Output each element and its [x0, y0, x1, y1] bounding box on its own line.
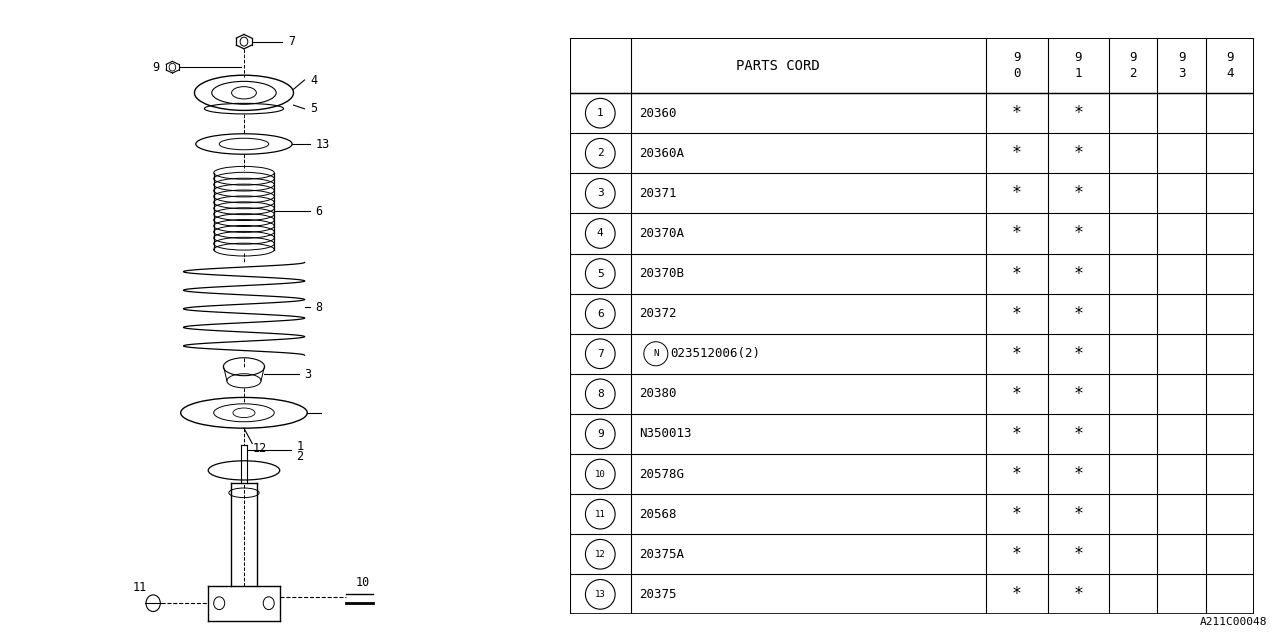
Text: 3: 3 [1178, 67, 1185, 81]
Text: *: * [1074, 264, 1083, 283]
Text: 20370A: 20370A [639, 227, 684, 240]
Text: *: * [1012, 184, 1021, 202]
Text: *: * [1074, 144, 1083, 163]
Text: *: * [1012, 545, 1021, 563]
Text: *: * [1074, 345, 1083, 363]
Text: 12: 12 [252, 442, 266, 454]
Text: 9: 9 [1178, 51, 1185, 64]
Text: *: * [1074, 305, 1083, 323]
Text: *: * [1074, 104, 1083, 122]
Text: 20372: 20372 [639, 307, 676, 320]
Text: *: * [1012, 264, 1021, 283]
Text: *: * [1012, 305, 1021, 323]
Text: 9: 9 [1129, 51, 1137, 64]
Text: 13: 13 [595, 590, 605, 599]
Text: 20360: 20360 [639, 107, 676, 120]
Text: *: * [1074, 225, 1083, 243]
Text: *: * [1074, 505, 1083, 523]
Text: 4: 4 [596, 228, 604, 239]
Text: N: N [653, 349, 658, 358]
Text: *: * [1074, 545, 1083, 563]
Text: 9: 9 [1014, 51, 1020, 64]
Text: *: * [1074, 184, 1083, 202]
Text: A211C00048: A211C00048 [1199, 617, 1267, 627]
Text: 6: 6 [316, 205, 323, 218]
Text: 4: 4 [310, 74, 317, 86]
Text: 20568: 20568 [639, 508, 676, 521]
Text: *: * [1012, 425, 1021, 443]
Text: 20370B: 20370B [639, 267, 684, 280]
Text: 6: 6 [596, 308, 604, 319]
Text: 9: 9 [1075, 51, 1082, 64]
Text: 9: 9 [1226, 51, 1234, 64]
Text: PARTS CORD: PARTS CORD [736, 59, 819, 73]
Text: 20375A: 20375A [639, 548, 684, 561]
Text: *: * [1074, 425, 1083, 443]
Text: 1: 1 [296, 440, 303, 453]
Text: *: * [1012, 345, 1021, 363]
Text: 12: 12 [595, 550, 605, 559]
Text: 7: 7 [596, 349, 604, 359]
Text: 20578G: 20578G [639, 468, 684, 481]
Text: *: * [1074, 586, 1083, 604]
Text: *: * [1012, 586, 1021, 604]
Text: *: * [1012, 505, 1021, 523]
Text: 0: 0 [1014, 67, 1020, 81]
Text: 023512006(2): 023512006(2) [669, 348, 760, 360]
Text: 10: 10 [595, 470, 605, 479]
Text: 11: 11 [132, 580, 146, 594]
Text: 3: 3 [596, 188, 604, 198]
Text: 2: 2 [296, 450, 303, 463]
Text: 7: 7 [288, 35, 296, 48]
Text: *: * [1074, 385, 1083, 403]
Text: 10: 10 [355, 576, 370, 589]
Text: 1: 1 [596, 108, 604, 118]
Text: 8: 8 [316, 301, 323, 314]
Text: 2: 2 [1129, 67, 1137, 81]
Text: 20360A: 20360A [639, 147, 684, 160]
Text: 9: 9 [152, 61, 160, 74]
Text: 3: 3 [305, 368, 311, 381]
Text: 2: 2 [596, 148, 604, 158]
Text: *: * [1012, 144, 1021, 163]
Text: *: * [1012, 385, 1021, 403]
Text: 1: 1 [1075, 67, 1082, 81]
Text: N350013: N350013 [639, 428, 691, 440]
Text: *: * [1012, 465, 1021, 483]
Text: 4: 4 [1226, 67, 1234, 81]
Text: 5: 5 [596, 269, 604, 278]
Text: *: * [1012, 104, 1021, 122]
Text: *: * [1012, 225, 1021, 243]
Text: 20375: 20375 [639, 588, 676, 601]
Text: 11: 11 [595, 509, 605, 518]
Text: 8: 8 [596, 389, 604, 399]
Text: *: * [1074, 465, 1083, 483]
Text: 13: 13 [316, 138, 330, 150]
Text: 5: 5 [310, 102, 317, 115]
Text: 20380: 20380 [639, 387, 676, 401]
Text: 20371: 20371 [639, 187, 676, 200]
Text: 9: 9 [596, 429, 604, 439]
